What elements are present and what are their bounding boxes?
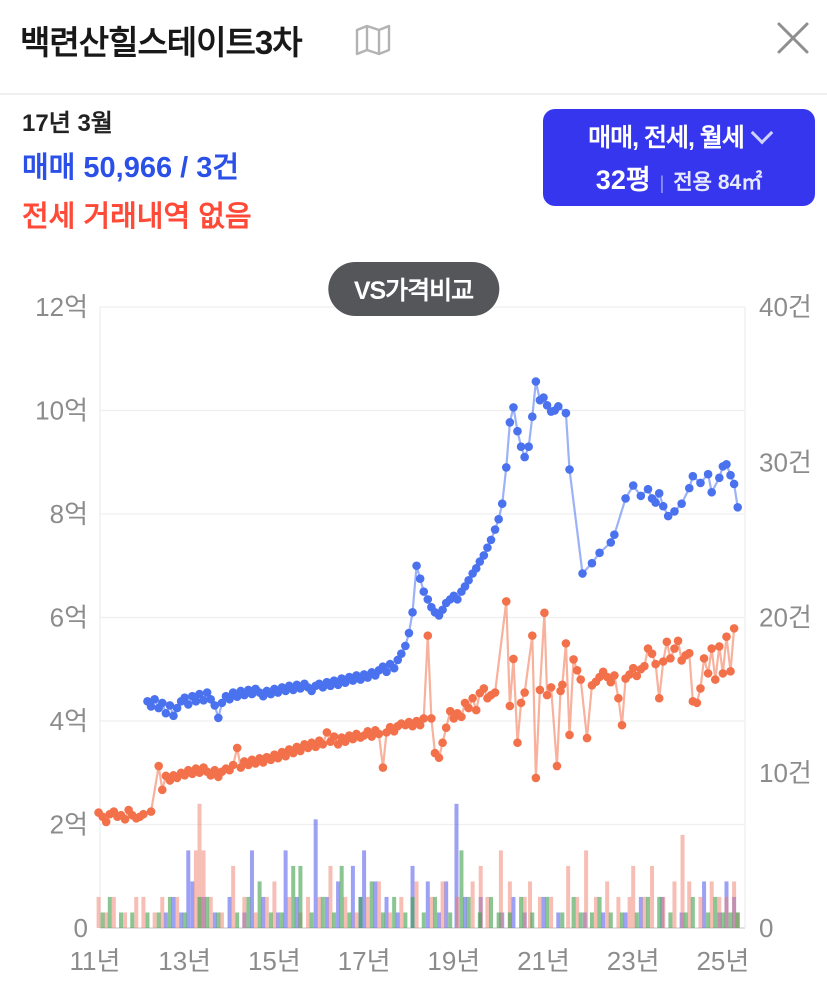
chevron-down-icon bbox=[750, 121, 774, 144]
close-icon[interactable] bbox=[773, 18, 813, 58]
x-tick-label: 19년 bbox=[427, 946, 480, 976]
complex-title: 백련산힐스테이트3차 bbox=[20, 24, 303, 61]
dots-매매가 bbox=[143, 377, 743, 723]
line-매매가 bbox=[146, 381, 739, 723]
y-left-tick-label: 6억 bbox=[50, 603, 88, 633]
separator: | bbox=[659, 173, 665, 193]
x-tick-label: 23년 bbox=[607, 946, 660, 976]
x-tick-label: 21년 bbox=[517, 946, 570, 976]
y-right-tick-label: 40건 bbox=[759, 292, 812, 322]
vs-price-compare-button[interactable]: VS가격비교 bbox=[327, 262, 500, 316]
bars-월세 거래량 bbox=[100, 850, 740, 928]
trade-type-area-filter-button[interactable]: 매매, 전세, 월세 32평 | 전용 84㎡ bbox=[543, 109, 815, 206]
y-right-tick-label: 30건 bbox=[759, 447, 812, 477]
x-tick-label: 25년 bbox=[696, 946, 749, 976]
exclusive-area-label: 전용 84㎡ bbox=[673, 171, 763, 194]
x-tick-label: 15년 bbox=[248, 946, 301, 976]
jeonse-summary: 전세 거래내역 없음 bbox=[22, 201, 252, 233]
x-tick-label: 17년 bbox=[338, 946, 391, 976]
sale-price-summary: 매매 50,966 / 3건 bbox=[22, 152, 240, 184]
y-left-tick-label: 0 bbox=[74, 913, 88, 943]
price-history-chart: VS가격비교 12억 10억 8억 6억 4억 2억 0 40건 30건 20건 10건 0 11년 13… bbox=[0, 250, 827, 993]
y-right-tick-label: 20건 bbox=[759, 603, 812, 633]
area-row: 32평 | 전용 84㎡ bbox=[596, 158, 762, 197]
trade-types-label: 매매, 전세, 월세 bbox=[588, 124, 745, 152]
trade-type-row: 매매, 전세, 월세 bbox=[588, 118, 774, 154]
header-divider bbox=[0, 93, 827, 95]
pyeong-label: 32평 bbox=[595, 165, 651, 195]
dots-전세가 bbox=[94, 597, 739, 827]
y-left-tick-label: 4억 bbox=[50, 706, 88, 736]
map-icon[interactable] bbox=[355, 24, 391, 56]
y-left-tick-label: 12억 bbox=[35, 292, 88, 322]
selected-month-summary: 17년 3월 매매 50,966 / 3건 전세 거래내역 없음 bbox=[22, 104, 252, 242]
line-전세가 bbox=[97, 601, 736, 825]
y-left-tick-label: 10억 bbox=[35, 396, 88, 426]
x-tick-label: 13년 bbox=[158, 946, 211, 976]
x-tick-label: 11년 bbox=[70, 946, 121, 976]
selected-date: 17년 3월 bbox=[22, 110, 113, 137]
y-right-tick-label: 0 bbox=[759, 913, 773, 943]
y-left-tick-label: 8억 bbox=[50, 499, 88, 529]
y-left-tick-label: 2억 bbox=[50, 810, 88, 840]
header: 백련산힐스테이트3차 bbox=[0, 0, 827, 95]
y-right-tick-label: 10건 bbox=[759, 758, 812, 788]
